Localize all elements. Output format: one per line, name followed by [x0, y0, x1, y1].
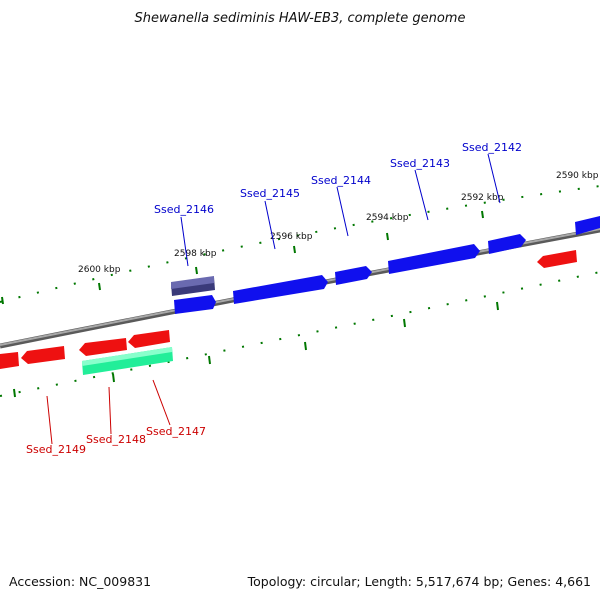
major-tick — [481, 210, 484, 219]
gene-label-ssed-2145[interactable]: Ssed_2145 — [240, 187, 300, 200]
reverse-leader-lines — [46, 379, 171, 445]
gene-arrow-ssed-2144[interactable] — [335, 266, 372, 285]
gene-label-ssed-2147[interactable]: Ssed_2147 — [146, 425, 206, 438]
major-tick — [386, 232, 389, 241]
gene-arrow-ssed-2146[interactable] — [174, 295, 216, 314]
forward-strand-genes — [171, 216, 600, 314]
major-tick — [304, 341, 307, 351]
gene-arrow-ssed-2149[interactable] — [21, 346, 65, 364]
gene-arrow-ssed-2147-rev[interactable] — [128, 330, 170, 348]
major-tick — [403, 318, 406, 328]
gene-label-ssed-2144[interactable]: Ssed_2144 — [311, 174, 371, 187]
gene-arrow-ssed-2146-top — [171, 276, 214, 289]
major-tick — [112, 373, 115, 383]
tick-label: 2598 kbp — [174, 249, 217, 259]
reverse-strand-genes — [0, 250, 577, 375]
inner-major-ticks — [13, 301, 499, 398]
map-title: Shewanella sediminis HAW-EB3, complete g… — [135, 11, 466, 26]
major-tick — [293, 245, 296, 254]
tick-label: 2594 kbp — [366, 213, 409, 223]
tick-label: 2590 kbp — [556, 171, 599, 181]
gene-label-ssed-2146[interactable]: Ssed_2146 — [154, 203, 214, 216]
major-tick — [98, 282, 101, 291]
major-tick — [1, 296, 4, 305]
gene-arrow-partial-left[interactable] — [0, 352, 19, 369]
tick-label: 2592 kbp — [461, 193, 504, 203]
forward-leader-lines — [180, 153, 501, 267]
outer-major-ticks — [1, 210, 484, 305]
major-tick — [13, 388, 16, 398]
gene-arrow-ssed-2142[interactable] — [488, 234, 526, 254]
major-tick — [208, 355, 211, 365]
gene-label-ssed-2149[interactable]: Ssed_2149 — [26, 443, 86, 456]
major-tick — [496, 301, 499, 311]
major-tick — [195, 266, 198, 275]
gene-label-ssed-2142[interactable]: Ssed_2142 — [462, 141, 522, 154]
gene-label-ssed-2148[interactable]: Ssed_2148 — [86, 433, 146, 446]
tick-label: 2600 kbp — [78, 265, 121, 275]
tick-label: 2596 kbp — [270, 232, 313, 242]
gene-arrow-right-rev[interactable] — [537, 250, 577, 268]
gene-label-ssed-2143[interactable]: Ssed_2143 — [390, 157, 450, 170]
gene-arrow-partial[interactable] — [575, 216, 600, 235]
genome-summary-text: Topology: circular; Length: 5,517,674 bp… — [247, 574, 591, 589]
gene-arrow-ssed-2145[interactable] — [233, 275, 328, 304]
gene-arrow-ssed-2148-rev[interactable] — [79, 338, 127, 356]
gene-rna-highlight — [82, 347, 172, 366]
accession-text: Accession: NC_009831 — [9, 574, 151, 589]
gene-arrow-ssed-2143[interactable] — [388, 244, 480, 274]
